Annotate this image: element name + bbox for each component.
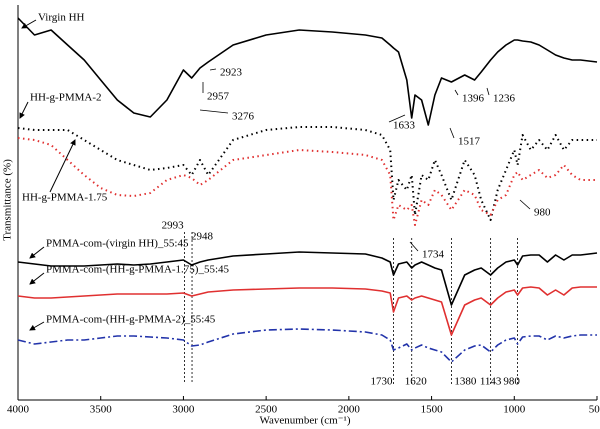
series-line — [17, 328, 597, 363]
series-label: Virgin HH — [38, 12, 85, 24]
label-arrow — [21, 19, 37, 29]
annotation-arrow — [486, 87, 490, 96]
series-label: PMMA-com-(virgin HH)_55:45 — [46, 238, 189, 250]
annotation-arrow — [454, 89, 459, 96]
annotation: 1734 — [422, 249, 445, 261]
label-arrow — [29, 272, 45, 285]
annotation-arrow — [199, 109, 229, 114]
x-tick-label: 3000 — [172, 404, 195, 416]
annotation: 2957 — [207, 91, 230, 103]
reference-label: 1143 — [480, 376, 502, 388]
x-tick-label: 4000 — [7, 404, 30, 416]
x-tick-label: 1500 — [421, 404, 444, 416]
annotation: 2923 — [220, 67, 243, 79]
annotation: 1396 — [462, 93, 485, 105]
annotation-arrow — [388, 114, 406, 123]
reference-label: 2993 — [162, 220, 185, 232]
annotation-arrow — [209, 68, 217, 71]
reference-label: 2948 — [191, 231, 214, 243]
reference-label: 1380 — [454, 376, 477, 388]
x-tick-label: 500 — [589, 404, 600, 416]
annotation: 1236 — [493, 93, 516, 105]
annotation: 1633 — [393, 120, 416, 132]
series-line — [17, 17, 598, 126]
annotation: 3276 — [232, 111, 255, 123]
annotation-arrow — [409, 241, 419, 252]
reference-label: 1730 — [371, 376, 394, 388]
series-label: PMMA-com-(HH-g-PMMA-2)_55:45 — [46, 314, 216, 326]
x-tick-label: 1000 — [503, 404, 526, 416]
label-arrow — [29, 321, 45, 331]
annotation-arrow — [449, 127, 455, 139]
x-tick-label: 2000 — [338, 404, 361, 416]
reference-label: 980 — [503, 376, 520, 388]
x-axis-label: Wavenumber (cm⁻¹) — [260, 415, 351, 427]
series-line — [17, 286, 597, 336]
x-tick-label: 2500 — [255, 404, 278, 416]
label-arrow — [19, 101, 29, 119]
series-line — [17, 137, 597, 226]
annotation-arrow — [519, 199, 531, 210]
annotation: 980 — [534, 207, 551, 219]
label-arrow — [49, 139, 76, 193]
reference-label: 1620 — [405, 376, 428, 388]
series-line — [17, 126, 597, 221]
series-label: HH-g-PMMA-1.75 — [22, 192, 108, 204]
series-label: PMMA-com-(HH-g-PMMA-1.75)_55:45 — [46, 264, 230, 276]
label-arrow — [29, 246, 45, 259]
x-tick-label: 3500 — [90, 404, 113, 416]
series-label: HH-g-PMMA-2 — [30, 92, 102, 104]
y-axis-label: Transmittance (%) — [2, 159, 14, 241]
annotation: 1517 — [458, 136, 481, 148]
series-line — [17, 251, 598, 306]
